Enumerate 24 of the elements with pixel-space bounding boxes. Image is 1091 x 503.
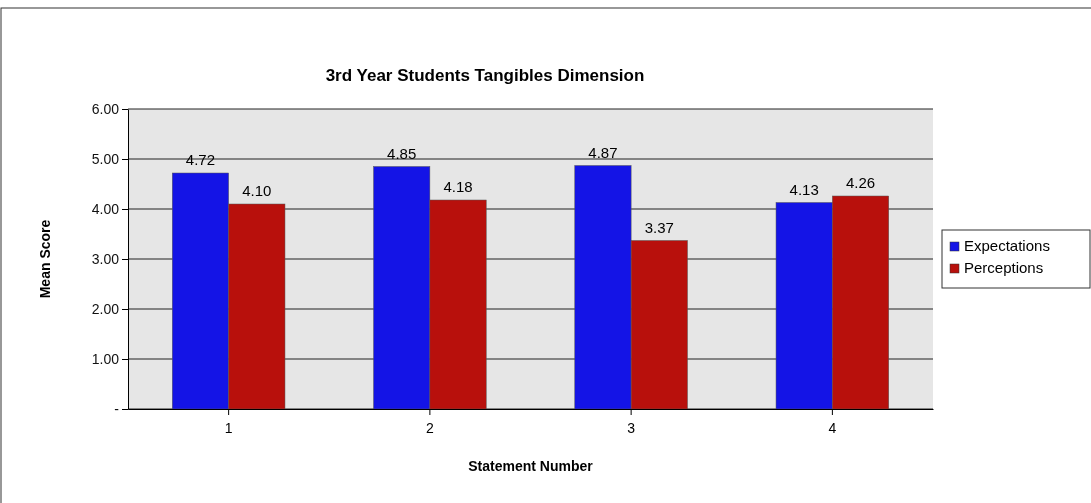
chart-title: 3rd Year Students Tangibles Dimension xyxy=(325,66,645,85)
data-label: 4.87 xyxy=(588,143,618,161)
y-tick-label: 4.00 xyxy=(91,200,120,217)
data-label: 4.18 xyxy=(443,178,473,195)
legend-label: Perceptions xyxy=(964,259,1044,276)
data-label: 4.72 xyxy=(185,151,216,168)
y-tick-label: 2.00 xyxy=(91,300,120,317)
x-tick-label: 3 xyxy=(627,420,636,437)
data-label: 4.26 xyxy=(845,174,876,191)
x-tick-label: 2 xyxy=(425,420,434,437)
data-label: 4.13 xyxy=(789,180,819,198)
y-tick-label: - xyxy=(114,400,120,417)
y-tick-label: 1.00 xyxy=(91,350,120,367)
x-tick-label: 1 xyxy=(224,420,233,437)
y-tick-label: 5.00 xyxy=(91,150,120,167)
x-tick-label: 4 xyxy=(828,420,837,437)
data-label: 4.10 xyxy=(242,182,272,199)
x-axis-title: Statement Number xyxy=(468,458,594,474)
y-axis-title: Mean Score xyxy=(37,219,53,299)
data-label: 4.85 xyxy=(387,144,417,162)
data-label: 3.37 xyxy=(644,218,674,236)
legend-label: Expectations xyxy=(964,237,1050,254)
y-tick-label: 3.00 xyxy=(91,250,120,267)
y-tick-label: 6.00 xyxy=(91,100,120,117)
